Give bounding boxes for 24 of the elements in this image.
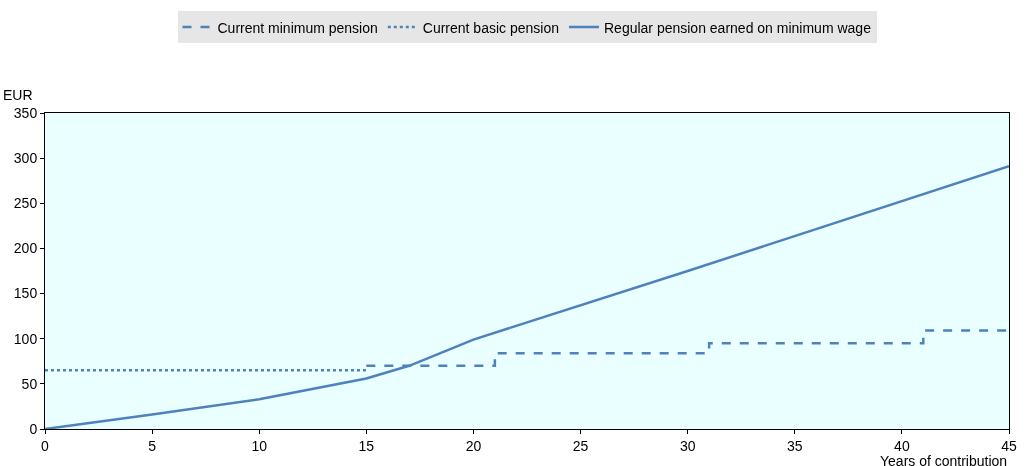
y-tick-label: 300	[13, 150, 38, 167]
x-tick-label: 45	[1001, 437, 1017, 454]
x-tick-label: 15	[358, 437, 375, 454]
x-tick-label: 30	[679, 437, 696, 454]
y-axis-title: EUR	[3, 87, 33, 103]
line-series	[45, 165, 1009, 429]
x-tick-label: 20	[465, 437, 482, 454]
x-tick-label: 5	[148, 437, 157, 454]
y-tick-label: 350	[13, 104, 38, 121]
legend-label: Current basic pension	[422, 19, 559, 36]
legend-label: Regular pension earned on minimum wage	[603, 19, 872, 36]
x-tick-label: 10	[251, 437, 268, 454]
y-tick-label: 50	[21, 375, 38, 392]
x-tick-label: 35	[786, 437, 803, 454]
x-tick-label: 40	[894, 437, 910, 454]
y-tick-label: 200	[13, 240, 38, 257]
legend-label: Current minimum pension	[217, 19, 378, 36]
y-tick-label: 0	[29, 420, 38, 437]
x-tick-label: 25	[572, 437, 589, 454]
y-tick-label: 250	[13, 195, 38, 212]
y-tick-label: 100	[13, 330, 38, 347]
y-tick-label: 150	[13, 285, 38, 302]
x-tick-label: 0	[41, 437, 50, 454]
x-axis-title: Years of contribution	[880, 453, 1008, 466]
